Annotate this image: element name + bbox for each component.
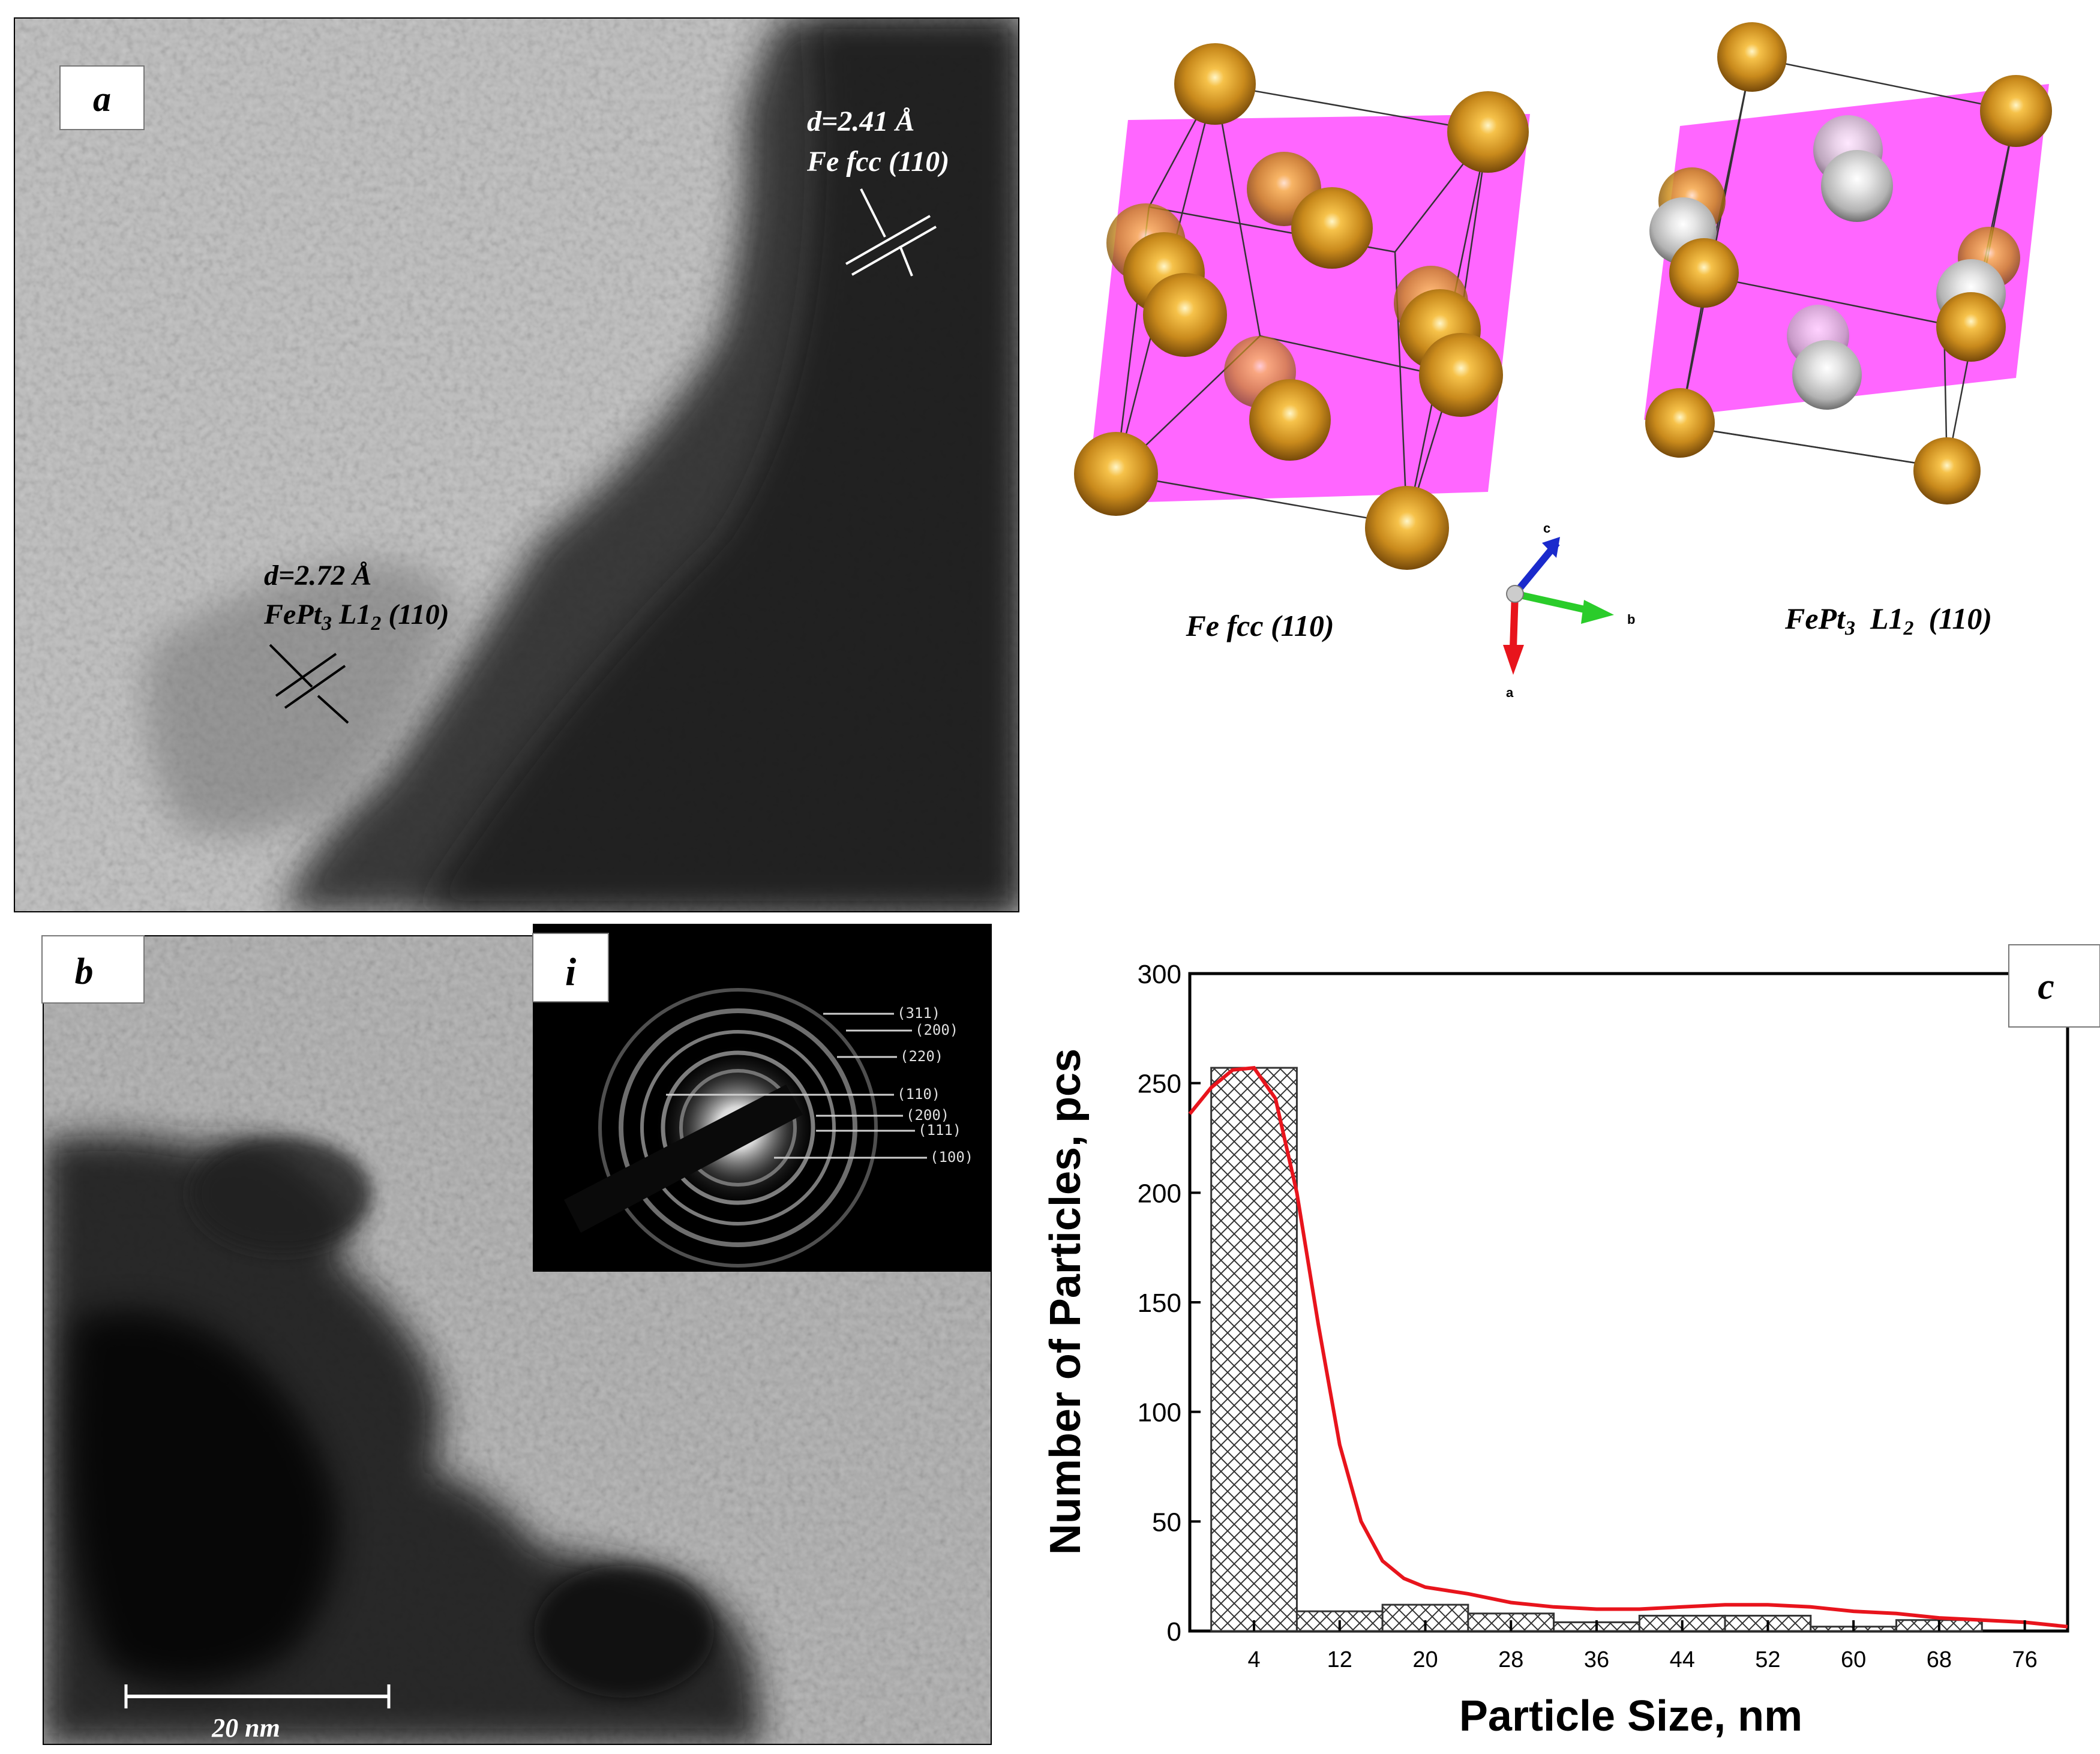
x-tick-label-60: 60: [1841, 1647, 1866, 1672]
ring-label-220: (220): [900, 1048, 943, 1065]
fe-fcc-caption: Fe fcc (110): [1185, 609, 1334, 642]
fe-atoms: [1074, 43, 1529, 570]
distribution-fit-curve: [1188, 1065, 2068, 1629]
panel-c-label-box: [2008, 944, 2100, 1028]
histogram-bar-4: [1210, 1067, 1298, 1632]
y-tick-label-300: 300: [1138, 960, 1181, 989]
ring-label-110: (110): [897, 1086, 940, 1103]
inset-label-box: [532, 933, 609, 1002]
panel-b-label: b: [75, 951, 94, 992]
panel-a-label-box: [59, 65, 145, 130]
x-tick-label-52: 52: [1755, 1647, 1780, 1672]
x-tick-label-68: 68: [1927, 1647, 1952, 1672]
panel-a-tem-image: [14, 18, 1019, 912]
crystal-axes-triad: c b a: [1503, 521, 1635, 700]
crystal-structure-fe-fcc: Fe fcc (110): [1074, 43, 1530, 642]
x-tick-label-36: 36: [1584, 1647, 1609, 1672]
fe-fcc-phase-label: Fe fcc (110): [806, 146, 949, 178]
y-tick-label-100: 100: [1138, 1398, 1181, 1428]
x-tick-label-20: 20: [1412, 1647, 1438, 1672]
panel-b-label-box: [41, 935, 145, 1004]
saed-inset: i (311) (200) (220) (110) (200) (111) (1…: [532, 924, 992, 1272]
panel-c-label: c: [2038, 966, 2054, 1007]
y-tick-label-50: 50: [1152, 1507, 1181, 1537]
x-tick-label-12: 12: [1327, 1647, 1352, 1672]
scale-bar-label: 20 nm: [211, 1713, 280, 1743]
d-spacing-fe-label: d=2.41 Å: [807, 106, 914, 137]
panel-a-label: a: [93, 79, 111, 119]
histogram-bars: [1210, 1067, 1983, 1632]
y-tick-label-0: 0: [1167, 1617, 1181, 1647]
axis-b-label: b: [1627, 612, 1635, 627]
fe-lattice-marker: [845, 188, 937, 277]
fe-110-plane: [1086, 114, 1530, 504]
axis-a-label: a: [1506, 685, 1514, 700]
axis-c-label: c: [1543, 521, 1550, 536]
ring-label-200-a: (200): [915, 1022, 958, 1038]
axis-ticks: 4 12 20 28 36 44 52 60 68 76 0 50 100 150 200 250 300: [1138, 960, 2038, 1672]
panel-c-histogram: 4 12 20 28 36 44 52 60 68 76 0 50 100 150 200 250 300 Nu…: [1042, 944, 2100, 1740]
y-axis-title: Number of Particles, pcs: [1042, 1049, 1090, 1555]
inset-label: i: [565, 950, 577, 994]
fept3-lattice-marker: [269, 644, 349, 724]
fept3-atoms: [1645, 22, 2052, 504]
x-tick-label-28: 28: [1498, 1647, 1523, 1672]
ring-label-111: (111): [918, 1122, 961, 1139]
x-axis-title: Particle Size, nm: [1459, 1692, 1802, 1740]
crystal-structure-fept3-l12: FePt3 L12 (110): [1644, 22, 2052, 639]
x-tick-label-76: 76: [2012, 1647, 2037, 1672]
fept3-phase-label: FePt3 L12 (110): [263, 599, 449, 635]
ring-label-200-b: (200): [906, 1107, 949, 1124]
fept3-caption: FePt3 L12 (110): [1784, 602, 1992, 639]
ring-label-100: (100): [930, 1149, 973, 1166]
y-tick-label-200: 200: [1138, 1179, 1181, 1208]
y-tick-label-250: 250: [1138, 1070, 1181, 1099]
plot-area: [1188, 972, 2069, 1633]
y-tick-label-150: 150: [1138, 1289, 1181, 1318]
x-tick-label-4: 4: [1247, 1647, 1260, 1672]
ring-label-311: (311): [897, 1005, 940, 1022]
scale-bar: 20 nm: [124, 1684, 391, 1743]
d-spacing-fept3-label: d=2.72 Å: [264, 560, 371, 591]
x-tick-label-44: 44: [1670, 1647, 1695, 1672]
